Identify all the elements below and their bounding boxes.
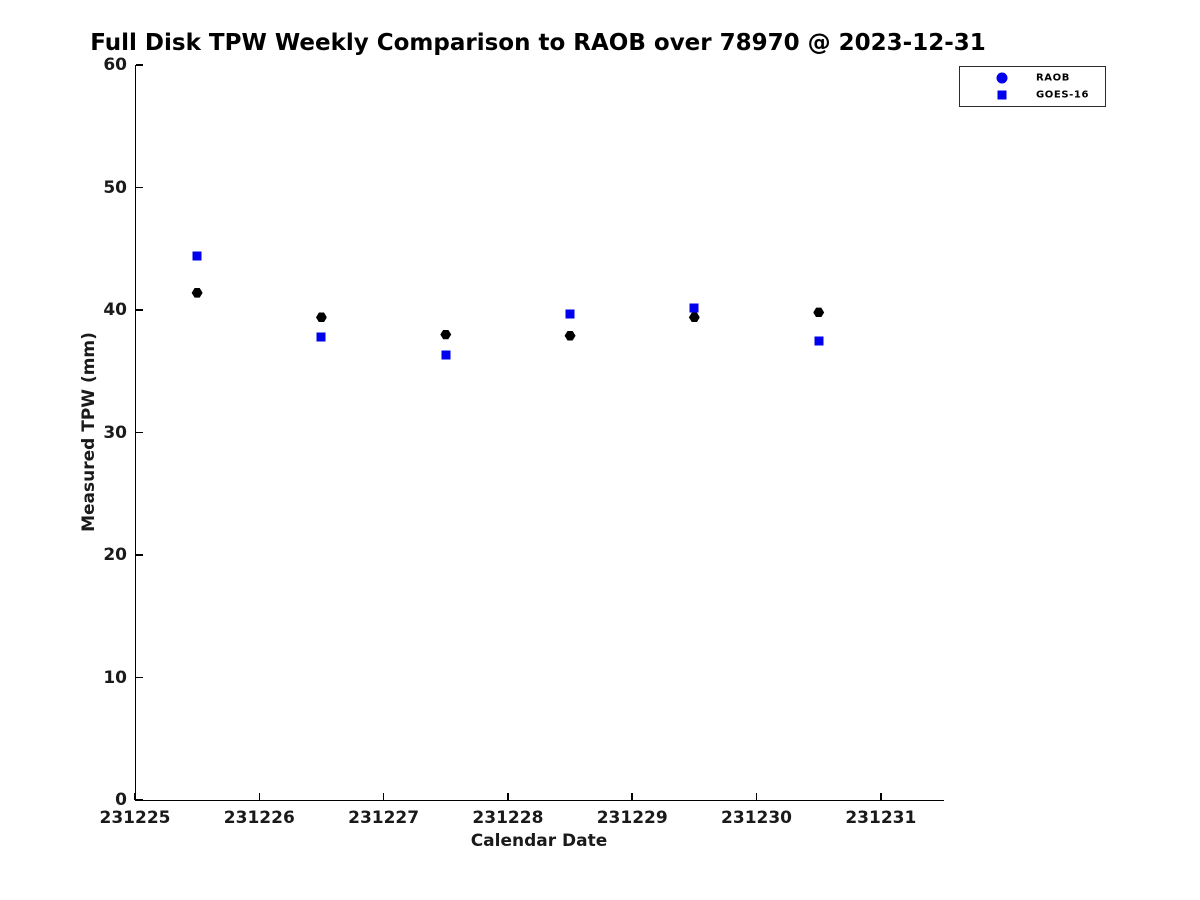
data-point-goes-16 <box>689 303 699 313</box>
y-tick <box>136 186 143 189</box>
y-tick <box>136 554 143 556</box>
data-point-raob <box>813 307 825 318</box>
y-tick-label: 60 <box>103 55 127 75</box>
plot-area <box>135 65 944 801</box>
x-tick-label: 231227 <box>348 808 420 828</box>
x-tick-label: 231228 <box>472 808 544 828</box>
legend: RAOB GOES-16 <box>959 66 1106 107</box>
x-tick <box>382 793 385 800</box>
data-point-raob <box>315 312 327 323</box>
y-tick <box>136 676 143 679</box>
x-tick-label: 231226 <box>223 808 295 828</box>
x-tick-label: 231230 <box>721 808 793 828</box>
x-tick-label: 231229 <box>596 808 668 828</box>
data-point-goes-16 <box>192 251 202 261</box>
x-tick <box>880 793 882 800</box>
data-point-goes-16 <box>441 350 451 360</box>
data-point-raob <box>688 312 700 323</box>
legend-marker-raob <box>996 72 1008 84</box>
y-tick-label: 50 <box>103 177 127 198</box>
chart-title: Full Disk TPW Weekly Comparison to RAOB … <box>90 30 986 56</box>
x-tick <box>134 793 136 800</box>
data-point-goes-16 <box>316 332 326 342</box>
x-tick <box>507 793 509 800</box>
y-tick <box>136 309 143 311</box>
x-tick <box>755 793 758 800</box>
data-point-goes-16 <box>565 309 575 319</box>
y-tick-label: 30 <box>103 422 127 443</box>
data-point-raob <box>564 330 576 341</box>
legend-marker-goes-16 <box>997 90 1007 100</box>
legend-label-raob: RAOB <box>1036 72 1070 84</box>
y-tick <box>136 431 143 434</box>
y-tick <box>136 799 143 801</box>
y-tick-label: 40 <box>103 300 127 320</box>
legend-label-goes-16: GOES-16 <box>1036 89 1090 101</box>
data-point-goes-16 <box>814 336 824 346</box>
x-tick-label: 231225 <box>99 808 171 828</box>
data-point-raob <box>440 329 452 340</box>
y-tick-label: 10 <box>103 667 127 688</box>
x-axis-label: Calendar Date <box>470 831 608 851</box>
x-tick-label: 231231 <box>845 808 917 828</box>
x-tick <box>631 793 633 800</box>
y-tick-label: 20 <box>103 545 127 565</box>
x-tick <box>258 793 261 800</box>
y-tick <box>136 64 143 66</box>
data-point-raob <box>191 288 203 298</box>
y-tick-label: 0 <box>115 790 127 810</box>
